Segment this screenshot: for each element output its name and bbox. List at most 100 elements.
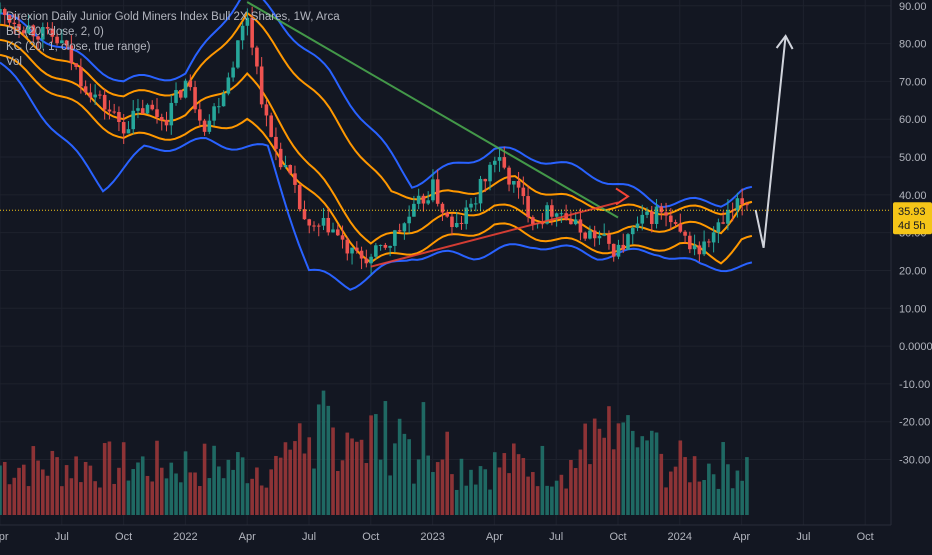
volume-bar xyxy=(640,436,645,515)
candle-body xyxy=(269,115,273,137)
volume-bar xyxy=(597,428,602,515)
volume-bar xyxy=(231,469,235,515)
volume-bar xyxy=(383,401,388,515)
volume-bar xyxy=(36,460,40,515)
volume-bar xyxy=(716,488,721,515)
candle-body xyxy=(102,94,107,110)
volume-bar xyxy=(69,478,74,515)
volume-bar xyxy=(431,472,435,515)
volume-bar xyxy=(521,458,526,515)
candle-body xyxy=(155,109,159,118)
y-tick-label: 60.00 xyxy=(899,114,927,126)
candle-body xyxy=(450,216,454,228)
volume-bar xyxy=(340,460,345,515)
volume-bar xyxy=(569,459,573,515)
projection-arrow xyxy=(754,35,787,248)
candle-body xyxy=(331,229,335,233)
volume-bar xyxy=(21,464,26,515)
candle-body xyxy=(274,136,278,149)
candle-body xyxy=(378,244,383,246)
x-tick-label: Oct xyxy=(857,531,874,543)
candle-body xyxy=(169,102,174,126)
legend: Direxion Daily Junior Gold Miners Index … xyxy=(6,10,340,70)
bar-countdown: 4d 5h xyxy=(898,220,926,232)
candle-body xyxy=(326,217,331,233)
candle-body xyxy=(364,258,369,264)
legend-kc[interactable]: KC (20, 1, close, true range) xyxy=(6,41,151,53)
candle-body xyxy=(531,217,535,225)
legend-title[interactable]: Direxion Daily Junior Gold Miners Index … xyxy=(6,11,340,23)
candle-body xyxy=(64,40,69,46)
volume-bar xyxy=(512,443,516,515)
candle-body xyxy=(374,245,378,257)
legend-vol[interactable]: Vol xyxy=(6,56,22,68)
volume-bar xyxy=(707,463,711,515)
volume-bar xyxy=(331,427,335,515)
volume-bar xyxy=(502,453,507,515)
volume-bar xyxy=(335,470,340,515)
candle-body xyxy=(41,26,45,40)
volume-bar xyxy=(683,457,687,515)
volume-bar xyxy=(145,475,150,515)
candle-body xyxy=(226,77,231,94)
candle-body xyxy=(735,198,740,211)
volume-bar xyxy=(293,441,297,515)
volume-bar xyxy=(721,442,725,515)
candle-body xyxy=(583,232,587,239)
candle-body xyxy=(707,241,711,243)
candle-body xyxy=(221,93,226,107)
volume-bar xyxy=(702,479,706,515)
volume-bar xyxy=(464,485,469,515)
volume-bar xyxy=(516,454,521,515)
candle-body xyxy=(540,223,545,225)
volume-bar xyxy=(740,480,744,515)
candle-body xyxy=(592,230,597,239)
volume-bar xyxy=(393,443,397,515)
candle-body xyxy=(673,222,678,224)
candle-body xyxy=(597,235,602,239)
volume-bar xyxy=(79,482,83,515)
volume-bar xyxy=(140,456,145,515)
volume-bar xyxy=(88,465,93,515)
volume-bar xyxy=(283,442,288,515)
volume-bar xyxy=(654,432,659,515)
candle-body xyxy=(478,178,483,204)
candle-body xyxy=(112,111,116,113)
volume-bar xyxy=(269,469,273,515)
volume-bar xyxy=(126,480,131,515)
x-tick-label: Apr xyxy=(733,531,750,543)
volume-bar xyxy=(412,483,416,515)
candle-body xyxy=(202,120,207,132)
candle-body xyxy=(31,25,36,37)
candle-body xyxy=(107,109,112,112)
candle-body xyxy=(312,225,316,227)
volume-bar xyxy=(550,486,554,515)
legend-bb[interactable]: BB (20, close, 2, 0) xyxy=(6,26,104,38)
volume-bar xyxy=(497,467,502,515)
candle-body xyxy=(626,234,630,250)
candle-body xyxy=(207,120,212,132)
candle-body xyxy=(240,25,245,41)
volume-bar xyxy=(321,390,326,515)
x-tick-label: 2024 xyxy=(668,531,692,543)
candle-body xyxy=(0,9,2,14)
y-tick-label: 70.00 xyxy=(899,76,927,88)
candle-body xyxy=(688,235,692,250)
candle-body xyxy=(307,219,312,226)
trend-line-up xyxy=(370,201,619,268)
volume-bar xyxy=(217,466,221,515)
volume-bar xyxy=(264,487,269,515)
candle-body xyxy=(559,213,564,215)
x-tick-label: 2023 xyxy=(420,531,444,543)
candle-body xyxy=(640,214,645,224)
candle-body xyxy=(569,219,573,225)
candle-body xyxy=(231,67,235,78)
volume-bar xyxy=(454,489,459,515)
candle-body xyxy=(98,94,102,96)
volume-bar xyxy=(83,461,88,515)
candle-body xyxy=(426,200,430,204)
candle-body xyxy=(473,203,478,205)
candle-body xyxy=(136,108,140,111)
